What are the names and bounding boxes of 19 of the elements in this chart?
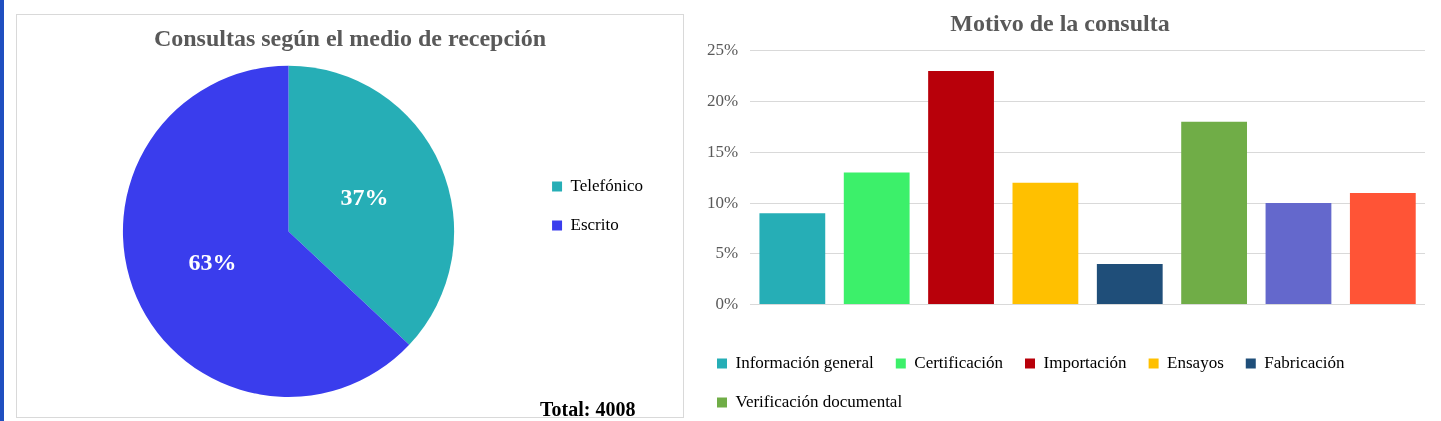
legend-label: Importación <box>1043 352 1128 372</box>
legend-label: Ensayos <box>1167 352 1224 372</box>
legend-label: Información general <box>735 352 875 372</box>
y-tick-label: 10% <box>706 192 739 212</box>
legend-label: Verificación documental <box>735 391 903 411</box>
chart-title: Motivo de la consulta <box>950 9 1170 36</box>
legend-label: Escrito <box>570 214 619 234</box>
text: Total: 4008 <box>540 398 636 421</box>
data-label: 63% <box>188 249 237 276</box>
y-tick-label: 5% <box>715 243 739 263</box>
legend-label: Certificación <box>914 352 1004 372</box>
chart-title: Consultas según el medio de recepción <box>153 24 547 51</box>
y-tick-label: 0% <box>715 294 739 314</box>
y-tick-label: 25% <box>706 40 739 60</box>
y-tick-label: 20% <box>706 91 739 111</box>
y-tick-label: 15% <box>706 141 739 161</box>
data-label: 37% <box>340 183 389 210</box>
legend-label: Telefónico <box>570 175 644 195</box>
legend-label: Fabricación <box>1264 352 1346 372</box>
